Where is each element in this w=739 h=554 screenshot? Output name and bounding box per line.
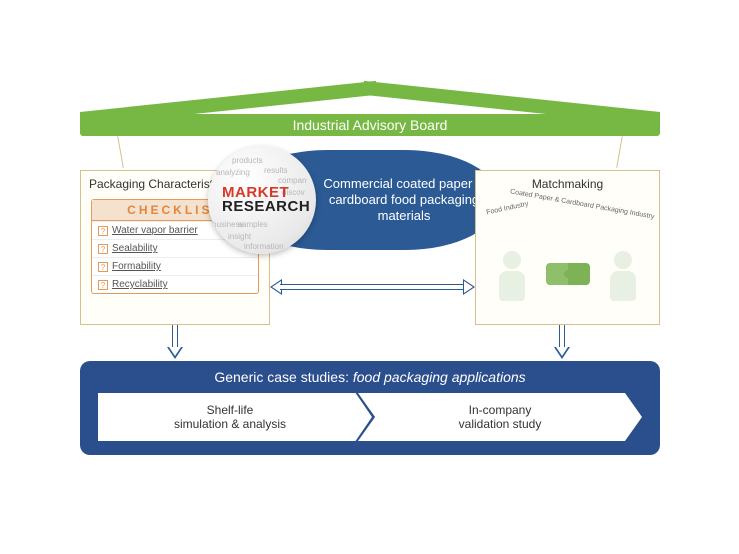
figure-left-icon <box>494 251 530 301</box>
case-studies-box: Generic case studies: food packaging app… <box>80 361 660 455</box>
market-research-logo: MARKET RESEARCH <box>222 186 310 215</box>
advisory-board-bar: Industrial Advisory Board <box>80 114 660 136</box>
chevron-row: Shelf-lifesimulation & analysis In-compa… <box>98 393 642 441</box>
down-arrow-right <box>555 325 569 359</box>
checklist-item: ?Recyclability <box>92 275 258 293</box>
food-industry-label: Food Industry <box>486 201 529 217</box>
chevron-shelf-life: Shelf-lifesimulation & analysis <box>98 393 372 441</box>
checkbox-icon: ? <box>98 280 108 290</box>
puzzle-icon <box>546 263 590 285</box>
checklist-item: ?Formability <box>92 257 258 275</box>
bidirectional-arrow <box>270 280 475 294</box>
checkbox-icon: ? <box>98 262 108 272</box>
figure-right-icon <box>605 251 641 301</box>
chevron-validation: In-companyvalidation study <box>358 393 642 441</box>
center-ellipse-text: Commercial coated paper & cardboard food… <box>322 176 486 225</box>
diagram-canvas: Industrial Advisory Board Packaging Char… <box>80 88 660 488</box>
market-research-globe: products analyzing results samples insig… <box>208 146 316 254</box>
advisory-board-title: Industrial Advisory Board <box>293 117 448 133</box>
checkbox-icon: ? <box>98 244 108 254</box>
matchmaking-title: Matchmaking <box>476 171 659 197</box>
matchmaking-box: Matchmaking Food Industry Coated Paper &… <box>475 170 660 325</box>
matchmaking-illustration: Food Industry Coated Paper & Cardboard P… <box>482 197 653 307</box>
case-studies-title: Generic case studies: food packaging app… <box>98 369 642 385</box>
down-arrow-left <box>168 325 182 359</box>
checkbox-icon: ? <box>98 226 108 236</box>
